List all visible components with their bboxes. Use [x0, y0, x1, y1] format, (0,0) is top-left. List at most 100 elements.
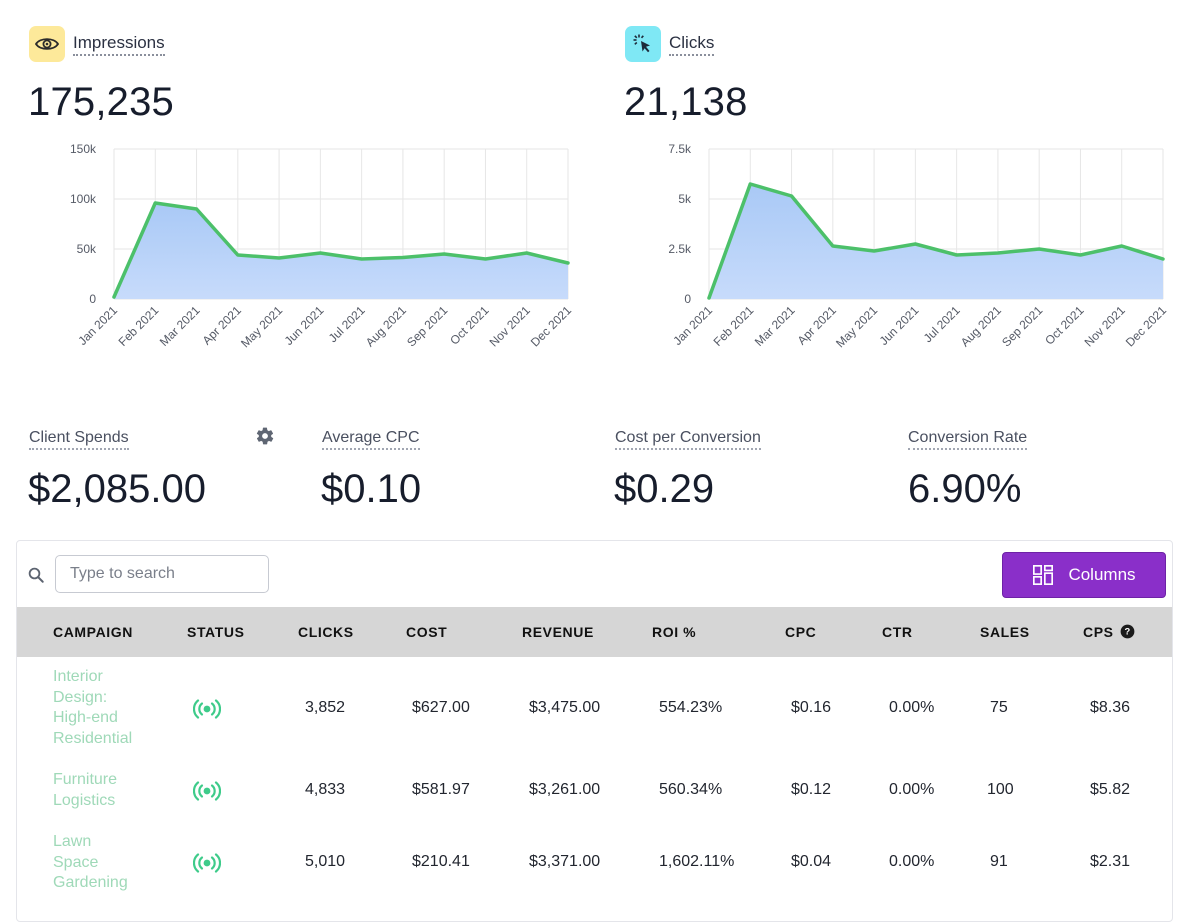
cell-cps: $2.31: [1090, 853, 1131, 870]
header-cps[interactable]: CPS ?: [1083, 607, 1135, 657]
status-active-icon[interactable]: [193, 853, 221, 873]
clicks-value: 21,138: [624, 80, 748, 124]
impressions-xtick-label: Feb 2021: [116, 303, 162, 349]
eye-icon: [29, 26, 65, 62]
clicks-data-point: [1120, 244, 1124, 248]
client-spends-value: $2,085.00: [28, 467, 206, 511]
impressions-data-point: [236, 253, 240, 257]
cell-roi: 554.23%: [659, 699, 723, 716]
impressions-area: [114, 203, 568, 299]
columns-button-label: Columns: [1068, 565, 1136, 584]
table-row: Interior Design: High-end Residential 3,…: [17, 667, 1172, 751]
cost-per-conversion-value: $0.29: [614, 467, 715, 511]
impressions-xtick-label: Dec 2021: [528, 303, 574, 349]
impressions-ytick-label: 100k: [70, 192, 97, 206]
clicks-xtick-label: Sep 2021: [999, 303, 1045, 349]
header-revenue[interactable]: REVENUE: [522, 624, 594, 640]
campaign-link[interactable]: Lawn Space Gardening: [53, 832, 163, 894]
clicks-xtick-label: Jul 2021: [921, 303, 963, 345]
header-cost[interactable]: COST: [406, 624, 448, 640]
impressions-ytick-label: 0: [89, 292, 96, 306]
cell-roi: 1,602.11%: [659, 853, 735, 870]
cell-cpc: $0.12: [791, 781, 832, 798]
cell-ctr: 0.00%: [889, 699, 935, 716]
cell-clicks: 3,852: [305, 699, 346, 716]
campaign-name-line: Residential: [53, 729, 133, 747]
clicks-header: Clicks: [625, 26, 715, 62]
header-clicks[interactable]: CLICKS: [298, 624, 354, 640]
conversion-rate-label[interactable]: Conversion Rate: [908, 428, 1028, 450]
header-sales[interactable]: SALES: [980, 624, 1030, 640]
impressions-ytick-label: 50k: [77, 242, 97, 256]
table-row: Furniture Logistics 4,833 $581.97 $3,261…: [17, 770, 1172, 814]
clicks-data-point: [955, 253, 959, 257]
columns-button[interactable]: Columns: [1002, 552, 1166, 598]
clicks-label[interactable]: Clicks: [669, 33, 715, 56]
clicks-data-point: [1161, 257, 1165, 261]
clicks-data-point: [707, 296, 711, 300]
clicks-xtick-label: Aug 2021: [958, 303, 1004, 349]
impressions-data-point: [360, 257, 364, 261]
cell-cpc: $0.16: [791, 699, 832, 716]
cell-revenue: $3,371.00: [529, 853, 601, 870]
impressions-data-point: [277, 256, 281, 260]
campaign-name-line: Furniture: [53, 771, 118, 788]
cell-sales: 75: [990, 699, 1008, 716]
cell-clicks: 4,833: [305, 781, 346, 798]
header-status[interactable]: STATUS: [187, 624, 245, 640]
clicks-data-point: [1037, 247, 1041, 251]
header-campaign[interactable]: CAMPAIGN: [53, 624, 133, 640]
impressions-label[interactable]: Impressions: [73, 33, 165, 56]
help-icon[interactable]: ?: [1120, 624, 1135, 639]
campaign-link[interactable]: Interior Design: High-end Residential: [53, 667, 163, 749]
header-roi[interactable]: ROI %: [652, 624, 697, 640]
impressions-xtick-label: Jan 2021: [75, 303, 120, 348]
clicks-xtick-label: Nov 2021: [1082, 303, 1128, 349]
cell-revenue: $3,475.00: [529, 699, 601, 716]
svg-text:?: ?: [1125, 627, 1131, 637]
cell-sales: 91: [990, 853, 1008, 870]
cell-cost: $627.00: [412, 699, 470, 716]
impressions-data-point: [153, 201, 157, 205]
cell-cps: $8.36: [1090, 699, 1131, 716]
header-cpc[interactable]: CPC: [785, 624, 817, 640]
header-cps-label: CPS: [1083, 624, 1114, 640]
cell-revenue: $3,261.00: [529, 781, 601, 798]
cell-cost: $581.97: [412, 781, 470, 798]
cell-clicks: 5,010: [305, 853, 346, 870]
campaign-link[interactable]: Furniture Logistics: [53, 770, 163, 811]
cell-cps: $5.82: [1090, 781, 1131, 798]
impressions-xtick-label: Aug 2021: [363, 303, 409, 349]
average-cpc-label[interactable]: Average CPC: [322, 428, 420, 450]
impressions-xtick-label: Jul 2021: [326, 303, 368, 345]
clicks-data-point: [1078, 253, 1082, 257]
gear-icon[interactable]: [255, 426, 275, 446]
search-input[interactable]: [55, 555, 269, 593]
impressions-xtick-label: Jun 2021: [282, 303, 327, 348]
status-active-icon[interactable]: [193, 781, 221, 801]
cost-per-conversion-label[interactable]: Cost per Conversion: [615, 428, 761, 450]
cursor-click-icon: [625, 26, 661, 62]
client-spends-label[interactable]: Client Spends: [29, 428, 129, 450]
clicks-ytick-label: 5k: [678, 192, 692, 206]
impressions-ytick-label: 150k: [70, 142, 97, 156]
table-header: CAMPAIGN STATUS CLICKS COST REVENUE ROI …: [17, 607, 1172, 657]
impressions-data-point: [566, 261, 570, 265]
campaign-name-line: Space: [53, 853, 99, 871]
status-active-icon[interactable]: [193, 699, 221, 719]
impressions-data-point: [442, 252, 446, 256]
clicks-data-point: [872, 249, 876, 253]
cell-sales: 100: [987, 781, 1014, 798]
header-ctr[interactable]: CTR: [882, 624, 913, 640]
cell-roi: 560.34%: [659, 781, 723, 798]
conversion-rate-value: 6.90%: [908, 467, 1022, 511]
cell-ctr: 0.00%: [889, 781, 935, 798]
impressions-data-point: [401, 256, 405, 259]
clicks-xtick-label: Jan 2021: [670, 303, 715, 348]
clicks-ytick-label: 0: [684, 292, 691, 306]
cell-ctr: 0.00%: [889, 853, 935, 870]
impressions-data-point: [525, 251, 529, 255]
clicks-xtick-label: Jun 2021: [877, 303, 922, 348]
